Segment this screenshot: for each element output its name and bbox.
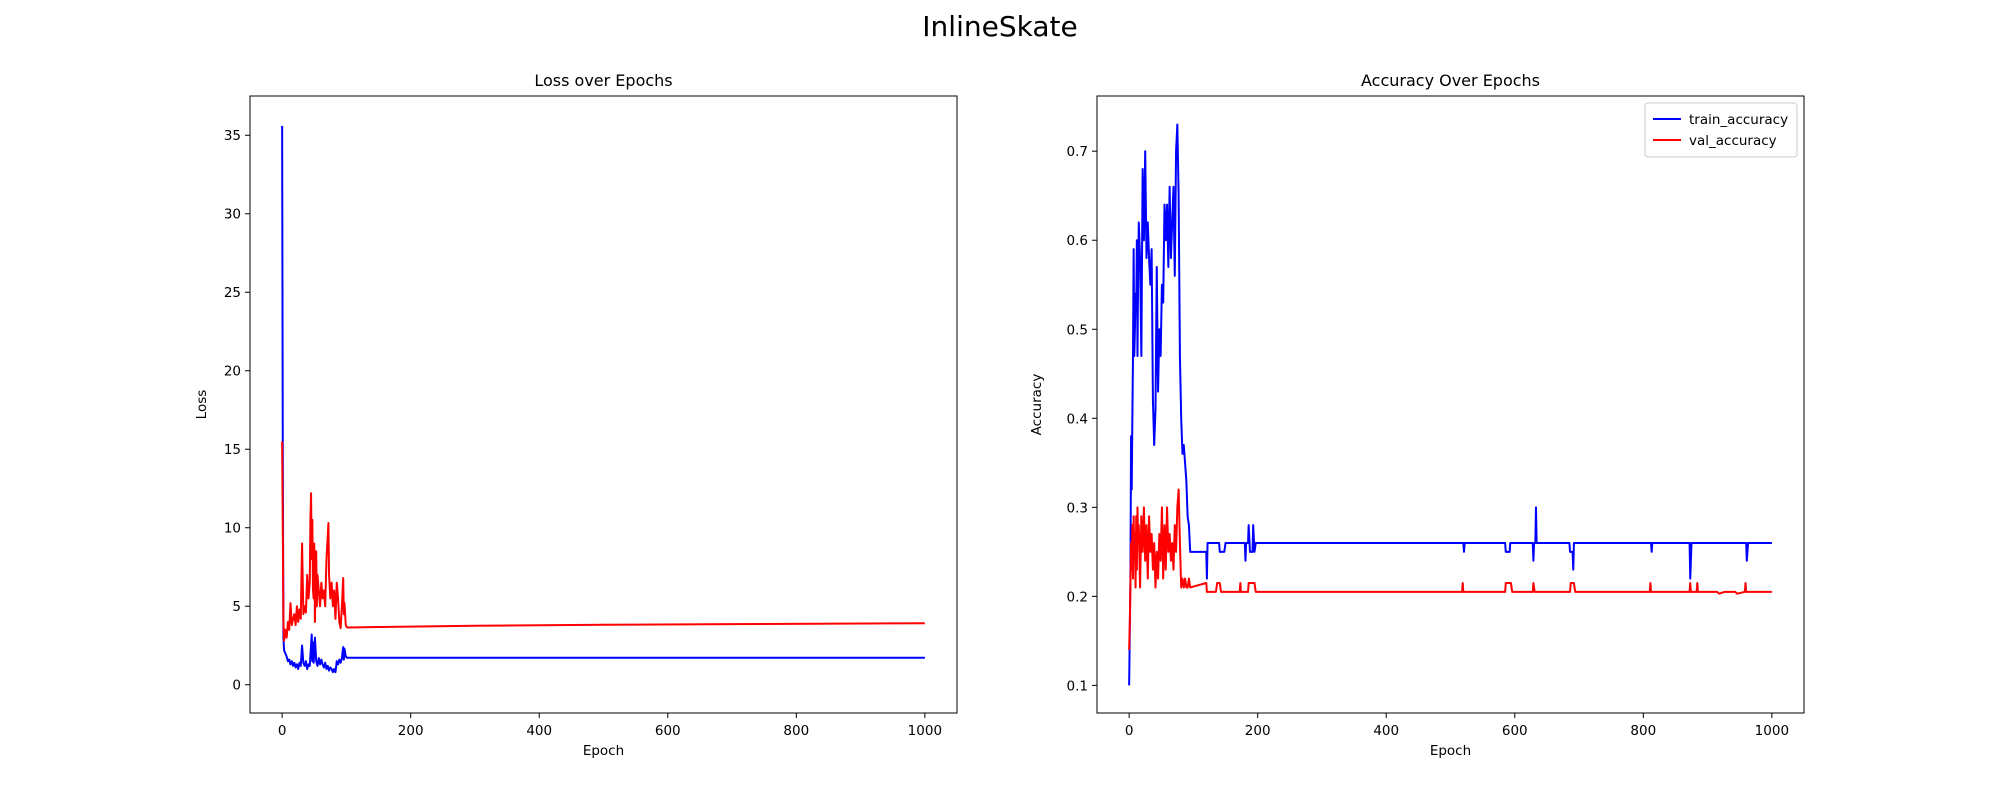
- y-tick-label: 0.2: [1067, 589, 1088, 605]
- x-axis-label: Epoch: [583, 743, 624, 759]
- x-tick-label: 0: [278, 723, 287, 739]
- series-group: [281, 125, 925, 674]
- figure-title: InlineSkate: [922, 10, 1077, 43]
- x-tick-label: 200: [398, 723, 424, 739]
- series-line-train_accuracy: [1128, 123, 1772, 686]
- x-tick-label: 400: [1373, 723, 1399, 739]
- y-tick-label: 0: [232, 678, 241, 694]
- y-tick-label: 30: [224, 207, 241, 223]
- y-axis-label: Accuracy: [1029, 374, 1045, 436]
- y-axis-label: Loss: [194, 390, 210, 420]
- accuracy-chart: Accuracy Over Epochs 0 200 400 600 800 1000 0.1…: [1029, 71, 1805, 759]
- y-tick-label: 0.7: [1067, 144, 1088, 160]
- y-tick-label: 0.4: [1067, 411, 1088, 427]
- y-tick-label: 0.3: [1067, 500, 1088, 516]
- y-tick-label: 15: [224, 442, 241, 458]
- x-tick-label: 600: [1502, 723, 1528, 739]
- y-tick-label: 0.5: [1067, 322, 1088, 338]
- series-line-val_accuracy: [1128, 488, 1772, 650]
- y-tick-label: 25: [224, 285, 241, 301]
- loss-chart: Loss over Epochs 0 200 400 600 800 1000 0 5 10 15 2…: [194, 71, 958, 759]
- legend-label-val_accuracy: val_accuracy: [1689, 133, 1777, 149]
- x-tick-label: 600: [655, 723, 681, 739]
- x-tick-label: 800: [1630, 723, 1656, 739]
- x-tick-label: 0: [1125, 723, 1134, 739]
- x-tick-label: 1000: [1755, 723, 1789, 739]
- x-axis-label: Epoch: [1430, 743, 1471, 759]
- y-tick-label: 35: [224, 128, 241, 144]
- axes-frame: [1096, 95, 1805, 714]
- series-line-series-0: [281, 125, 925, 674]
- x-tick-label: 400: [526, 723, 552, 739]
- series-line-series-1: [281, 441, 925, 642]
- legend-label-train_accuracy: train_accuracy: [1689, 112, 1788, 128]
- y-tick-label: 0.6: [1067, 233, 1088, 249]
- x-tick-label: 1000: [908, 723, 942, 739]
- y-tick-label: 10: [224, 521, 241, 537]
- y-tick-label: 5: [232, 599, 241, 615]
- axes-frame: [249, 95, 958, 714]
- x-tick-label: 800: [783, 723, 809, 739]
- x-tick-label: 200: [1245, 723, 1271, 739]
- chart-title: Accuracy Over Epochs: [1361, 71, 1540, 90]
- y-tick-label: 0.1: [1067, 678, 1088, 694]
- chart-title: Loss over Epochs: [534, 71, 672, 90]
- legend: train_accuracy val_accuracy: [1644, 102, 1798, 158]
- legend-box: [1644, 102, 1798, 158]
- y-tick-label: 20: [224, 364, 241, 380]
- series-group: [1128, 123, 1772, 686]
